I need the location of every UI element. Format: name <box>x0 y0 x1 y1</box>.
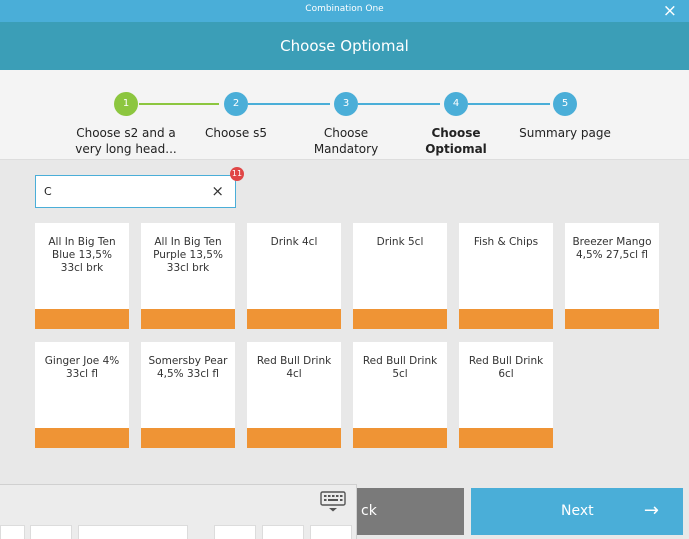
window-title: Combination One <box>305 4 384 14</box>
product-tile-bar <box>35 428 129 448</box>
product-name-line: All In Big Ten <box>48 236 116 248</box>
product-tile[interactable]: All In Big Ten Blue 13,5% 33cl brk <box>35 223 129 329</box>
product-tile[interactable]: Red Bull Drink 4cl <box>247 342 341 448</box>
product-name-line: 33cl brk <box>60 262 104 274</box>
product-tile-bar <box>247 309 341 329</box>
product-tile[interactable]: Fish & Chips <box>459 223 553 329</box>
step-1-label-line1: Choose s2 and a <box>76 126 176 140</box>
product-name-line: Red Bull Drink <box>468 355 544 367</box>
step-connector <box>358 103 440 105</box>
step-4-label[interactable]: Choose Optiomal <box>401 125 511 157</box>
step-connector <box>248 103 330 105</box>
step-5-label-line1: Summary page <box>519 126 611 140</box>
arrow-right-icon: → <box>643 500 659 521</box>
product-name: Drink 5cl <box>356 236 444 249</box>
clear-search-icon[interactable]: × <box>211 182 224 200</box>
result-count-badge: 11 <box>230 167 244 181</box>
step-5-label[interactable]: Summary page <box>510 125 620 141</box>
product-name: All In Big Ten Purple 13,5% 33cl brk <box>144 236 232 275</box>
product-name-line: Purple 13,5% <box>153 249 223 261</box>
product-name-line: Blue 13,5% <box>52 249 112 261</box>
step-5-circle[interactable]: 5 <box>553 92 577 116</box>
product-name-line: Ginger Joe 4% <box>44 355 120 367</box>
product-name: Drink 4cl <box>250 236 338 249</box>
back-button-label: ck <box>361 503 377 519</box>
product-tile[interactable]: Red Bull Drink 6cl <box>459 342 553 448</box>
search-input[interactable]: C × <box>35 175 236 208</box>
product-tile-bar <box>353 428 447 448</box>
product-name-line: 4,5% 33cl fl <box>156 368 219 380</box>
close-icon[interactable]: × <box>662 1 677 21</box>
step-2-label[interactable]: Choose s5 <box>181 125 291 141</box>
product-name: Red Bull Drink 6cl <box>462 355 550 381</box>
keyboard-icon[interactable] <box>320 491 346 513</box>
product-name: Somersby Pear 4,5% 33cl fl <box>144 355 232 381</box>
product-name: All In Big Ten Blue 13,5% 33cl brk <box>38 236 126 275</box>
step-3-label-line1: Choose <box>323 126 369 140</box>
product-tile[interactable]: Breezer Mango 4,5% 27,5cl fl <box>565 223 659 329</box>
product-tile-bar <box>565 309 659 329</box>
wizard-stepper: 1 2 3 4 5 Choose s2 and a very long head… <box>0 70 689 160</box>
product-name-line: 4,5% 27,5cl fl <box>575 249 649 261</box>
product-tile-bar <box>35 309 129 329</box>
step-1-label[interactable]: Choose s2 and a very long head... <box>71 125 181 157</box>
window-titlebar: Combination One × <box>0 0 689 22</box>
product-tile-bar <box>353 309 447 329</box>
product-name: Breezer Mango 4,5% 27,5cl fl <box>568 236 656 262</box>
step-3-circle[interactable]: 3 <box>334 92 358 116</box>
step-3-label-line2: Mandatory <box>313 142 379 156</box>
product-name-line: Somersby Pear <box>148 355 228 367</box>
next-button-label: Next <box>561 503 594 519</box>
page-header: Choose Optiomal <box>0 22 689 70</box>
product-name-line: All In Big Ten <box>154 236 222 248</box>
product-tile[interactable]: Drink 5cl <box>353 223 447 329</box>
step-4-circle[interactable]: 4 <box>444 92 468 116</box>
product-name: Ginger Joe 4% 33cl fl <box>38 355 126 381</box>
onscreen-keyboard <box>0 484 357 539</box>
next-button[interactable]: Next → <box>471 488 683 535</box>
keyboard-key[interactable] <box>78 525 188 539</box>
keyboard-key[interactable] <box>214 525 256 539</box>
step-4-label-line1: Choose <box>431 126 481 140</box>
step-connector <box>139 103 219 105</box>
product-tile-bar <box>459 428 553 448</box>
product-name-line: Drink 5cl <box>376 236 424 248</box>
product-name-line: 6cl <box>498 368 514 380</box>
keyboard-key[interactable] <box>30 525 72 539</box>
keyboard-key[interactable] <box>0 525 25 539</box>
search-input-value: C <box>44 185 52 198</box>
product-name-line: Red Bull Drink <box>256 355 332 367</box>
step-2-label-line1: Choose s5 <box>204 126 267 140</box>
product-name-line: 33cl fl <box>65 368 98 380</box>
step-2-circle[interactable]: 2 <box>224 92 248 116</box>
product-name-line: 5cl <box>392 368 408 380</box>
back-button[interactable]: ck <box>349 488 464 535</box>
step-1-circle[interactable]: 1 <box>114 92 138 116</box>
product-tile-bar <box>141 309 235 329</box>
product-name-line: Drink 4cl <box>270 236 318 248</box>
product-name: Fish & Chips <box>462 236 550 249</box>
step-3-label[interactable]: Choose Mandatory <box>291 125 401 157</box>
product-name: Red Bull Drink 5cl <box>356 355 444 381</box>
product-name-line: 4cl <box>286 368 302 380</box>
product-tile-bar <box>459 309 553 329</box>
product-tile-bar <box>247 428 341 448</box>
product-name-line: Red Bull Drink <box>362 355 438 367</box>
product-name-line: Fish & Chips <box>473 236 539 248</box>
product-tile[interactable]: All In Big Ten Purple 13,5% 33cl brk <box>141 223 235 329</box>
product-tile[interactable]: Ginger Joe 4% 33cl fl <box>35 342 129 448</box>
page-title: Choose Optiomal <box>280 37 409 55</box>
step-4-label-line2: Optiomal <box>425 142 487 156</box>
product-tile[interactable]: Red Bull Drink 5cl <box>353 342 447 448</box>
keyboard-key[interactable] <box>262 525 304 539</box>
product-name-line: 33cl brk <box>166 262 210 274</box>
keyboard-key[interactable] <box>310 525 352 539</box>
product-tile[interactable]: Drink 4cl <box>247 223 341 329</box>
product-tile-bar <box>141 428 235 448</box>
step-1-label-line2: very long head... <box>75 142 177 156</box>
product-name-line: Breezer Mango <box>572 236 652 248</box>
product-tile[interactable]: Somersby Pear 4,5% 33cl fl <box>141 342 235 448</box>
step-connector <box>468 103 550 105</box>
product-name: Red Bull Drink 4cl <box>250 355 338 381</box>
